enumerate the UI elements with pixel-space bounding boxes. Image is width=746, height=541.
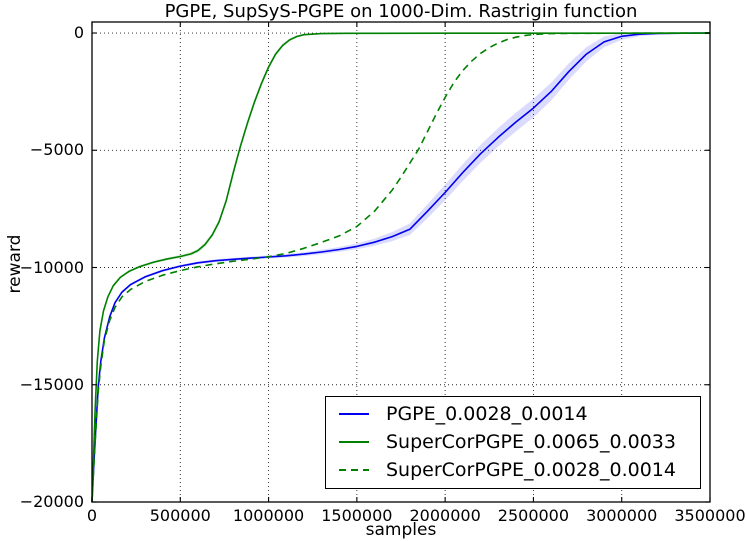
x-tick-label: 2500000 (497, 506, 570, 525)
x-tick-label: 1500000 (321, 506, 393, 525)
legend-line-sample-green-dashed (339, 469, 369, 471)
y-tick-label: −5000 (29, 140, 84, 160)
legend-entry-supercorpgpe-slow: SuperCorPGPE_0.0028_0.0014 (326, 456, 700, 484)
legend-line-sample-blue-solid (339, 413, 369, 415)
x-tick-label: 3500000 (674, 506, 746, 525)
series-line (91, 32, 711, 503)
x-tick-label: 500000 (149, 506, 211, 525)
y-tick-label: −15000 (19, 374, 84, 394)
x-tick-label: 3000000 (586, 506, 658, 525)
series-line (91, 32, 711, 503)
x-tick-label: 2000000 (409, 506, 481, 525)
y-tick-label: −10000 (19, 257, 84, 277)
legend-entry-supercorpgpe-fast: SuperCorPGPE_0.0065_0.0033 (326, 428, 700, 456)
legend: PGPE_0.0028_0.0014 SuperCorPGPE_0.0065_0… (325, 396, 701, 489)
series-line (91, 32, 711, 503)
legend-label: PGPE_0.0028_0.0014 (386, 403, 588, 425)
legend-entry-pgpe: PGPE_0.0028_0.0014 (326, 400, 700, 428)
x-axis-label: samples (365, 520, 437, 540)
y-tick-label: −20000 (19, 492, 84, 511)
x-tick-label: 1000000 (232, 506, 305, 525)
x-tick-label: 0 (86, 506, 98, 525)
legend-label: SuperCorPGPE_0.0065_0.0033 (386, 431, 676, 453)
axes-frame (91, 21, 711, 503)
chart-title: PGPE, SupSyS-PGPE on 1000-Dim. Rastrigin… (164, 1, 638, 22)
legend-label: SuperCorPGPE_0.0028_0.0014 (386, 459, 676, 481)
y-tick-label: 0 (73, 23, 84, 43)
legend-line-sample-green-solid (339, 441, 369, 443)
